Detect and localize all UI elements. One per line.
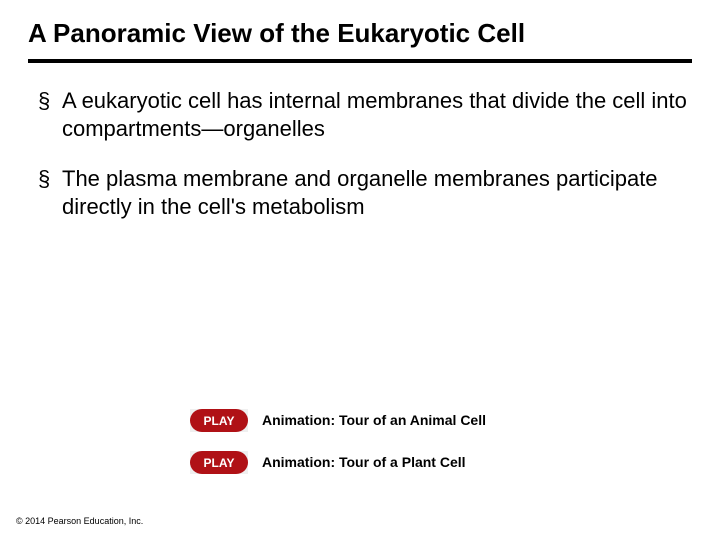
play-row: PLAY Animation: Tour of an Animal Cell <box>0 406 720 434</box>
play-button-text: PLAY <box>204 414 235 428</box>
play-button[interactable]: PLAY <box>190 451 248 474</box>
play-button[interactable]: PLAY <box>190 409 248 432</box>
slide-title: A Panoramic View of the Eukaryotic Cell <box>28 18 692 49</box>
play-pill-icon: PLAY <box>190 451 248 474</box>
play-button-text: PLAY <box>204 456 235 470</box>
play-pill-icon: PLAY <box>190 409 248 432</box>
bullet-item: The plasma membrane and organelle membra… <box>34 165 692 221</box>
play-label: Animation: Tour of an Animal Cell <box>262 412 486 428</box>
bullet-item: A eukaryotic cell has internal membranes… <box>34 87 692 143</box>
copyright-text: © 2014 Pearson Education, Inc. <box>16 516 143 526</box>
play-area: PLAY Animation: Tour of an Animal Cell P… <box>0 406 720 476</box>
title-rule <box>28 59 692 63</box>
bullet-list: A eukaryotic cell has internal membranes… <box>28 87 692 222</box>
slide: A Panoramic View of the Eukaryotic Cell … <box>0 0 720 540</box>
play-row: PLAY Animation: Tour of a Plant Cell <box>0 448 720 476</box>
play-label: Animation: Tour of a Plant Cell <box>262 454 466 470</box>
